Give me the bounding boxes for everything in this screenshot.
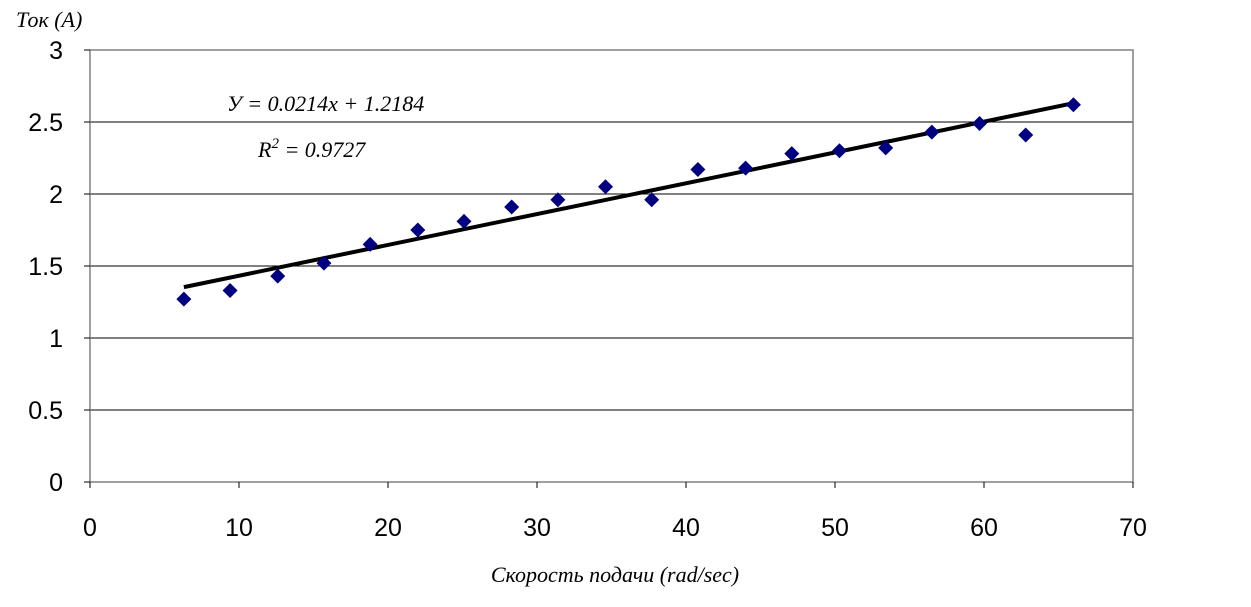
data-point <box>1018 127 1034 143</box>
data-point <box>270 268 286 284</box>
r-squared-letter: R <box>257 137 272 162</box>
y-tick-label: 3 <box>49 37 63 65</box>
data-point <box>690 162 706 178</box>
y-axis-label: Ток (А) <box>16 7 82 32</box>
axis-ticks: 00.511.522.530 10 20 30 40 50 60 70 <box>28 37 1147 542</box>
data-point <box>362 236 378 252</box>
data-point <box>644 192 660 208</box>
data-point <box>222 282 238 298</box>
r-squared-value: = 0.9727 <box>279 137 366 162</box>
trendline <box>183 101 1074 290</box>
y-tick-label: 0 <box>49 469 63 497</box>
data-point <box>924 124 940 140</box>
data-point <box>972 115 988 131</box>
y-tick-label: 2.5 <box>28 109 63 137</box>
data-point <box>410 222 426 238</box>
x-tick-label: 60 <box>970 514 998 542</box>
grid-lines <box>90 121 1133 411</box>
y-tick-label: 2 <box>49 181 63 209</box>
x-tick-label: 50 <box>821 514 849 542</box>
x-tick-label: 10 <box>225 514 253 542</box>
x-tick-label: 0 <box>83 514 97 542</box>
trendline-group <box>183 101 1074 290</box>
r-squared-annotation: R2 = 0.9727 <box>257 136 366 162</box>
data-point <box>598 179 614 195</box>
y-tick-label: 1.5 <box>28 253 63 281</box>
data-point <box>550 192 566 208</box>
data-point <box>504 199 520 215</box>
data-point <box>456 213 472 229</box>
data-point <box>316 255 332 271</box>
data-point <box>784 146 800 162</box>
y-tick-label: 0.5 <box>28 397 63 425</box>
x-tick-label: 20 <box>374 514 402 542</box>
x-tick-label: 70 <box>1119 514 1147 542</box>
data-points <box>176 97 1081 307</box>
data-point <box>738 160 754 176</box>
data-point <box>878 140 894 156</box>
x-axis-label: Скорость подачи (rad/sec) <box>491 562 739 587</box>
data-point <box>831 143 847 159</box>
r-squared-exponent: 2 <box>271 136 279 152</box>
trend-equation: У = 0.0214x + 1.2184 <box>227 91 424 116</box>
data-point <box>1065 97 1081 113</box>
data-point <box>176 291 192 307</box>
y-tick-label: 1 <box>49 325 63 353</box>
x-tick-label: 40 <box>672 514 700 542</box>
x-tick-label: 30 <box>523 514 551 542</box>
